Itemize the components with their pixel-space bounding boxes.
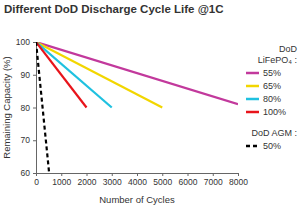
legend-swatch xyxy=(246,145,259,148)
tick-mark xyxy=(213,173,214,176)
tick-mark xyxy=(112,173,113,176)
tick-mark xyxy=(61,173,62,176)
tick: 8000 xyxy=(229,173,248,187)
chart: Different DoD Discharge Cycle Life @1C 0 1… xyxy=(0,0,300,207)
tick-mark xyxy=(137,173,138,176)
tick-mark xyxy=(33,173,36,174)
series-line xyxy=(36,42,162,108)
tick: 90 xyxy=(21,70,36,80)
legend-swatch xyxy=(246,98,259,101)
tick-mark xyxy=(33,108,36,109)
tick-mark xyxy=(33,140,36,141)
series-line xyxy=(36,42,112,108)
tick-label: 1000 xyxy=(52,177,71,187)
tick: 7000 xyxy=(204,173,223,187)
x-axis-title: Number of Cycles xyxy=(99,194,175,205)
tick: 6000 xyxy=(179,173,198,187)
legend-title: DoD AGM : xyxy=(251,128,297,138)
legend-label: 100% xyxy=(263,107,286,117)
tick-mark xyxy=(238,173,239,176)
legend-title: DoD xyxy=(279,44,298,54)
series-line xyxy=(36,42,49,173)
tick-label: 0 xyxy=(34,177,39,187)
plot: 0 1000 2000 3000 4000 5000 6000 7000 8000 60 70 80 9… xyxy=(16,37,248,187)
y-axis: 60 70 80 90 100 xyxy=(16,37,37,178)
tick: 60 xyxy=(21,168,36,178)
title: Different DoD Discharge Cycle Life @1C xyxy=(4,3,224,15)
axis-line xyxy=(37,174,239,177)
tick: 4000 xyxy=(128,173,147,187)
legend-label: 65% xyxy=(263,81,281,91)
x-axis: 0 1000 2000 3000 4000 5000 6000 7000 8000 xyxy=(34,173,248,187)
tick-mark xyxy=(33,75,36,76)
tick: 70 xyxy=(21,135,36,145)
tick-label: 8000 xyxy=(229,177,248,187)
tick-label: 6000 xyxy=(179,177,198,187)
legend-swatch xyxy=(246,72,259,75)
tick: 3000 xyxy=(103,173,122,187)
tick-label: 7000 xyxy=(204,177,223,187)
tick: 5000 xyxy=(153,173,172,187)
tick-label: 5000 xyxy=(153,177,172,187)
axis-line xyxy=(33,43,37,174)
tick-mark xyxy=(188,173,189,176)
tick-label: 90 xyxy=(21,70,31,80)
legend-swatch xyxy=(246,85,259,88)
tick-label: 70 xyxy=(21,135,31,145)
tick-label: 100 xyxy=(16,37,30,47)
legend-title: LiFePO₄ : xyxy=(258,55,297,65)
tick-mark xyxy=(87,173,88,176)
tick-label: 3000 xyxy=(103,177,122,187)
legend: DoDLiFePO₄ : 55% 65% 80% 100% DoD AGM : 50% xyxy=(246,44,297,151)
y-axis-title: Remaining Capacity (%) xyxy=(1,56,12,158)
series-line xyxy=(36,42,87,108)
tick: 0 xyxy=(34,173,39,187)
tick: 2000 xyxy=(78,173,97,187)
legend-label: 50% xyxy=(263,141,281,151)
tick: 1000 xyxy=(52,173,71,187)
legend-label: 55% xyxy=(263,68,281,78)
legend-label: 80% xyxy=(263,94,281,104)
tick: 80 xyxy=(21,103,36,113)
tick-label: 4000 xyxy=(128,177,147,187)
tick-label: 2000 xyxy=(78,177,97,187)
tick: 100 xyxy=(16,37,36,47)
tick-mark xyxy=(162,173,163,176)
tick-label: 80 xyxy=(21,103,31,113)
series-group xyxy=(36,42,238,173)
legend-swatch xyxy=(246,111,259,114)
tick-mark xyxy=(33,42,36,43)
tick-label: 60 xyxy=(21,168,31,178)
